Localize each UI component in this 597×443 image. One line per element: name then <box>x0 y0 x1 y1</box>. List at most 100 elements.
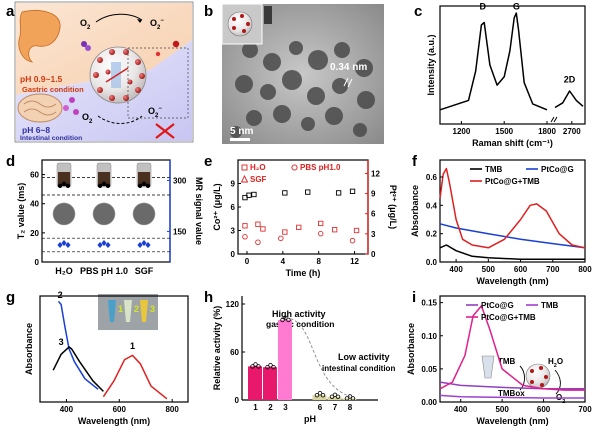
ion-legend-label: PBS pH1.0 <box>300 163 341 172</box>
ion-point <box>305 189 311 195</box>
gastric-condition-text: Gastric condition <box>22 85 84 94</box>
gastric-arrowhead <box>137 19 142 23</box>
mr-ytick-right: 300 <box>173 176 187 185</box>
mr-ylabel-right: MR signal value <box>194 177 204 245</box>
uv-xtick: 700 <box>546 265 560 274</box>
t2-point <box>137 183 143 188</box>
abs-xtick: 600 <box>113 405 127 414</box>
mr-ytick-left: 20 <box>30 229 39 238</box>
panel-c-label: c <box>414 3 422 20</box>
gastric-condition-label: gastric condition <box>266 319 334 329</box>
ion-ytick-right: 0 <box>371 250 376 259</box>
activity-ytick: 60 <box>230 348 239 357</box>
ion-ytick-left: 0 <box>231 250 236 259</box>
tmb-xtick: 500 <box>495 405 509 414</box>
panel-b-label: b <box>204 3 213 20</box>
abs-series-1 <box>102 354 168 400</box>
activity-point <box>250 364 255 369</box>
o2-radical-gastric: O2− <box>150 18 164 31</box>
abs-series-2 <box>57 300 99 390</box>
tmb-xtick: 700 <box>578 405 592 414</box>
intestinal-condition-text: Intestinal condition <box>20 135 82 142</box>
vial-2 <box>124 300 132 322</box>
mr-point <box>101 240 107 246</box>
tmb-frame <box>439 295 586 403</box>
tmb-legend-label: PtCo@G+TMB <box>481 313 536 322</box>
scale-bar <box>230 138 250 141</box>
mr-image <box>92 202 116 226</box>
ion-point <box>318 220 324 227</box>
t2-point <box>57 183 63 188</box>
raman-xtick: 1500 <box>495 127 513 136</box>
tmb-xtick: 600 <box>537 405 551 414</box>
activity-point <box>350 396 356 401</box>
activity-point <box>256 364 261 369</box>
vial-3 <box>140 300 148 322</box>
ion-point <box>335 190 342 196</box>
ion-point <box>246 192 252 198</box>
mr-point <box>137 242 143 248</box>
activity-point <box>344 396 350 401</box>
ion-point <box>349 188 356 194</box>
panel-i: i TMB TMBox H2O O2 400 500 600 700 0.00 0.05 0… <box>406 289 592 426</box>
tmb-legend-label: PtCo@G <box>481 301 514 310</box>
mr-image <box>132 202 156 226</box>
uv-series-PtCo@G <box>439 223 586 249</box>
panel-e-label: e <box>204 153 212 170</box>
tmb-ytick: 0.10 <box>421 332 437 341</box>
scale-bar-label: 5 nm <box>230 126 253 137</box>
t2-point <box>145 183 151 188</box>
tmb-ylabel: Absorbance <box>406 323 416 375</box>
legend-marker <box>291 164 298 171</box>
panel-a: a pH 0.9~1.5 Gastric condition pH 6~8 In… <box>6 1 194 143</box>
activity-point <box>320 393 326 398</box>
ion-xtick: 8 <box>316 257 321 266</box>
uv-ytick: 0.2 <box>426 230 438 239</box>
ion-xlabel: Time (h) <box>286 268 321 278</box>
tmb-ytick: 0.15 <box>421 299 437 308</box>
vial-label-2: 2 <box>134 304 139 314</box>
abs-series-3 <box>52 346 104 392</box>
raman-ylabel: Intensity (a.u.) <box>426 34 436 95</box>
stomach-icon <box>18 10 61 63</box>
panel-e: e 0 3 6 9 0 3 6 9 12 0 4 8 12 H₂O PBS pH1.0 SGF Time (h)… <box>204 153 398 278</box>
t2-point <box>65 183 71 188</box>
abs-series-label: 1 <box>130 341 135 351</box>
abs-series-label: 3 <box>59 337 64 347</box>
ion-point <box>278 235 284 242</box>
ion-ytick-right: 9 <box>371 190 376 199</box>
ion-point <box>255 239 261 245</box>
inset-nanoparticle-dots <box>530 366 548 387</box>
sample-vial-fill <box>58 172 70 186</box>
t2-point <box>141 181 147 186</box>
mr-ytick-right: 150 <box>173 227 187 236</box>
uv-ytick: 0.0 <box>426 258 438 267</box>
o2-intestinal: O2 <box>82 112 93 125</box>
activity-point <box>265 365 270 370</box>
uv-xtick: 400 <box>449 265 463 274</box>
activity-point <box>347 394 353 399</box>
mr-ytick-left: 40 <box>30 200 39 209</box>
uv-series-TMB <box>439 244 585 260</box>
inset-dots <box>232 14 250 33</box>
ion-point <box>282 190 288 196</box>
uv-series-PtCo@G+TMB <box>439 167 586 249</box>
vial-1 <box>108 300 116 322</box>
activity-xtick: 2 <box>268 403 273 412</box>
mr-point <box>97 242 103 248</box>
activity-point <box>335 394 341 399</box>
mr-point <box>141 240 147 246</box>
abs-xtick: 800 <box>165 405 179 414</box>
mr-category-label: SGF <box>135 266 154 276</box>
vial-label-1: 1 <box>118 304 123 314</box>
ion-ylabel-right: Pt²⁺ (μg/L) <box>388 185 398 229</box>
molecule-dot <box>73 109 79 115</box>
tmb-xtick: 400 <box>454 405 468 414</box>
mr-ytick-left: 0 <box>35 258 40 267</box>
inset-tube <box>481 355 495 379</box>
ion-ytick-right: 3 <box>371 230 376 239</box>
uv-legend-label: PtCo@G+TMB <box>485 177 540 186</box>
uv-legend-label: TMB <box>485 165 503 174</box>
panel-f: f 400 500 600 700 800 0.0 0.2 0.4 0.6 TMB PtCo@GPt… <box>410 153 592 286</box>
